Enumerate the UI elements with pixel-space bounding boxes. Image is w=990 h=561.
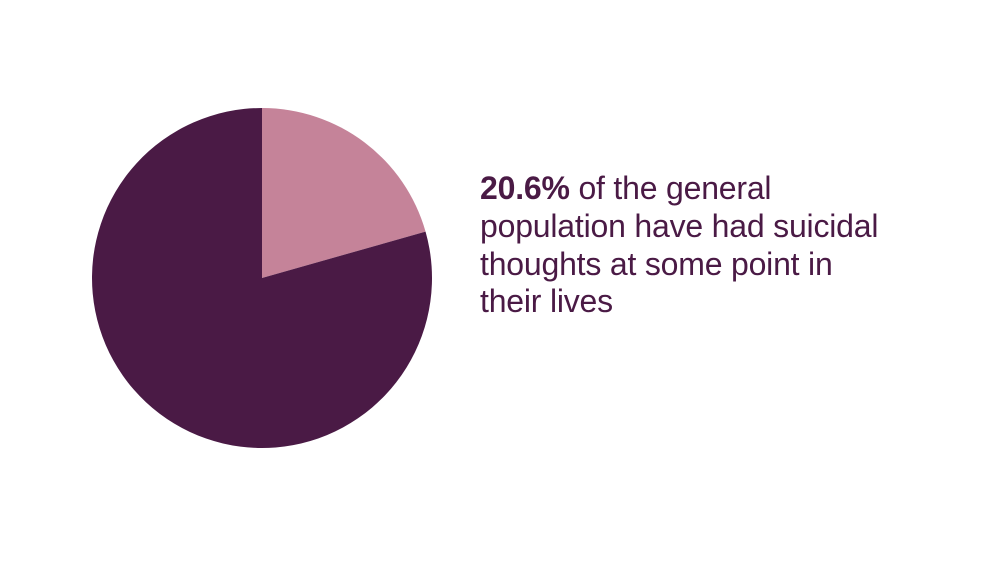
stat-percentage: 20.6% [480,170,570,206]
infographic-stage: 20.6% of the general population have had… [0,0,990,561]
pie-chart [92,108,432,448]
stat-caption: 20.6% of the general population have had… [480,170,895,321]
